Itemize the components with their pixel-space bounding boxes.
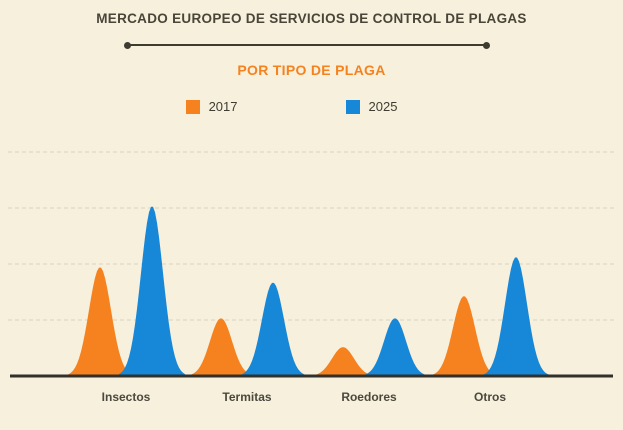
pest-chart-svg: Insectos Termitas Roedores Otros bbox=[8, 151, 616, 404]
peak-2017-roedores bbox=[310, 347, 376, 376]
x-label-termitas: Termitas bbox=[222, 390, 271, 404]
chart-legend: 2017 2025 bbox=[0, 99, 603, 114]
peak-2025-roedores bbox=[362, 318, 428, 376]
chart-subtitle: POR TIPO DE PLAGA bbox=[237, 62, 386, 78]
divider-line bbox=[127, 44, 487, 46]
legend-label-2025: 2025 bbox=[368, 99, 398, 114]
x-label-insectos: Insectos bbox=[102, 390, 151, 404]
x-label-otros: Otros bbox=[474, 390, 506, 404]
legend-label-2017: 2017 bbox=[208, 99, 238, 114]
chart-title: MERCADO EUROPEO DE SERVICIOS DE CONTROL … bbox=[96, 11, 527, 26]
x-label-roedores: Roedores bbox=[341, 390, 397, 404]
divider-dot-right bbox=[483, 42, 490, 49]
chart-area: Insectos Termitas Roedores Otros bbox=[0, 140, 623, 410]
legend-item-2017: 2017 bbox=[185, 99, 238, 114]
legend-swatch-2017 bbox=[185, 99, 200, 114]
peak-2025-otros bbox=[483, 257, 549, 376]
peak-2017-insectos bbox=[67, 267, 133, 376]
title-divider bbox=[124, 42, 490, 49]
peak-2017-otros bbox=[431, 296, 497, 376]
peak-2017-termitas bbox=[188, 318, 254, 376]
peak-2025-insectos bbox=[119, 206, 185, 376]
legend-swatch-2025 bbox=[345, 99, 360, 114]
peak-2025-termitas bbox=[240, 282, 306, 376]
legend-item-2025: 2025 bbox=[345, 99, 398, 114]
